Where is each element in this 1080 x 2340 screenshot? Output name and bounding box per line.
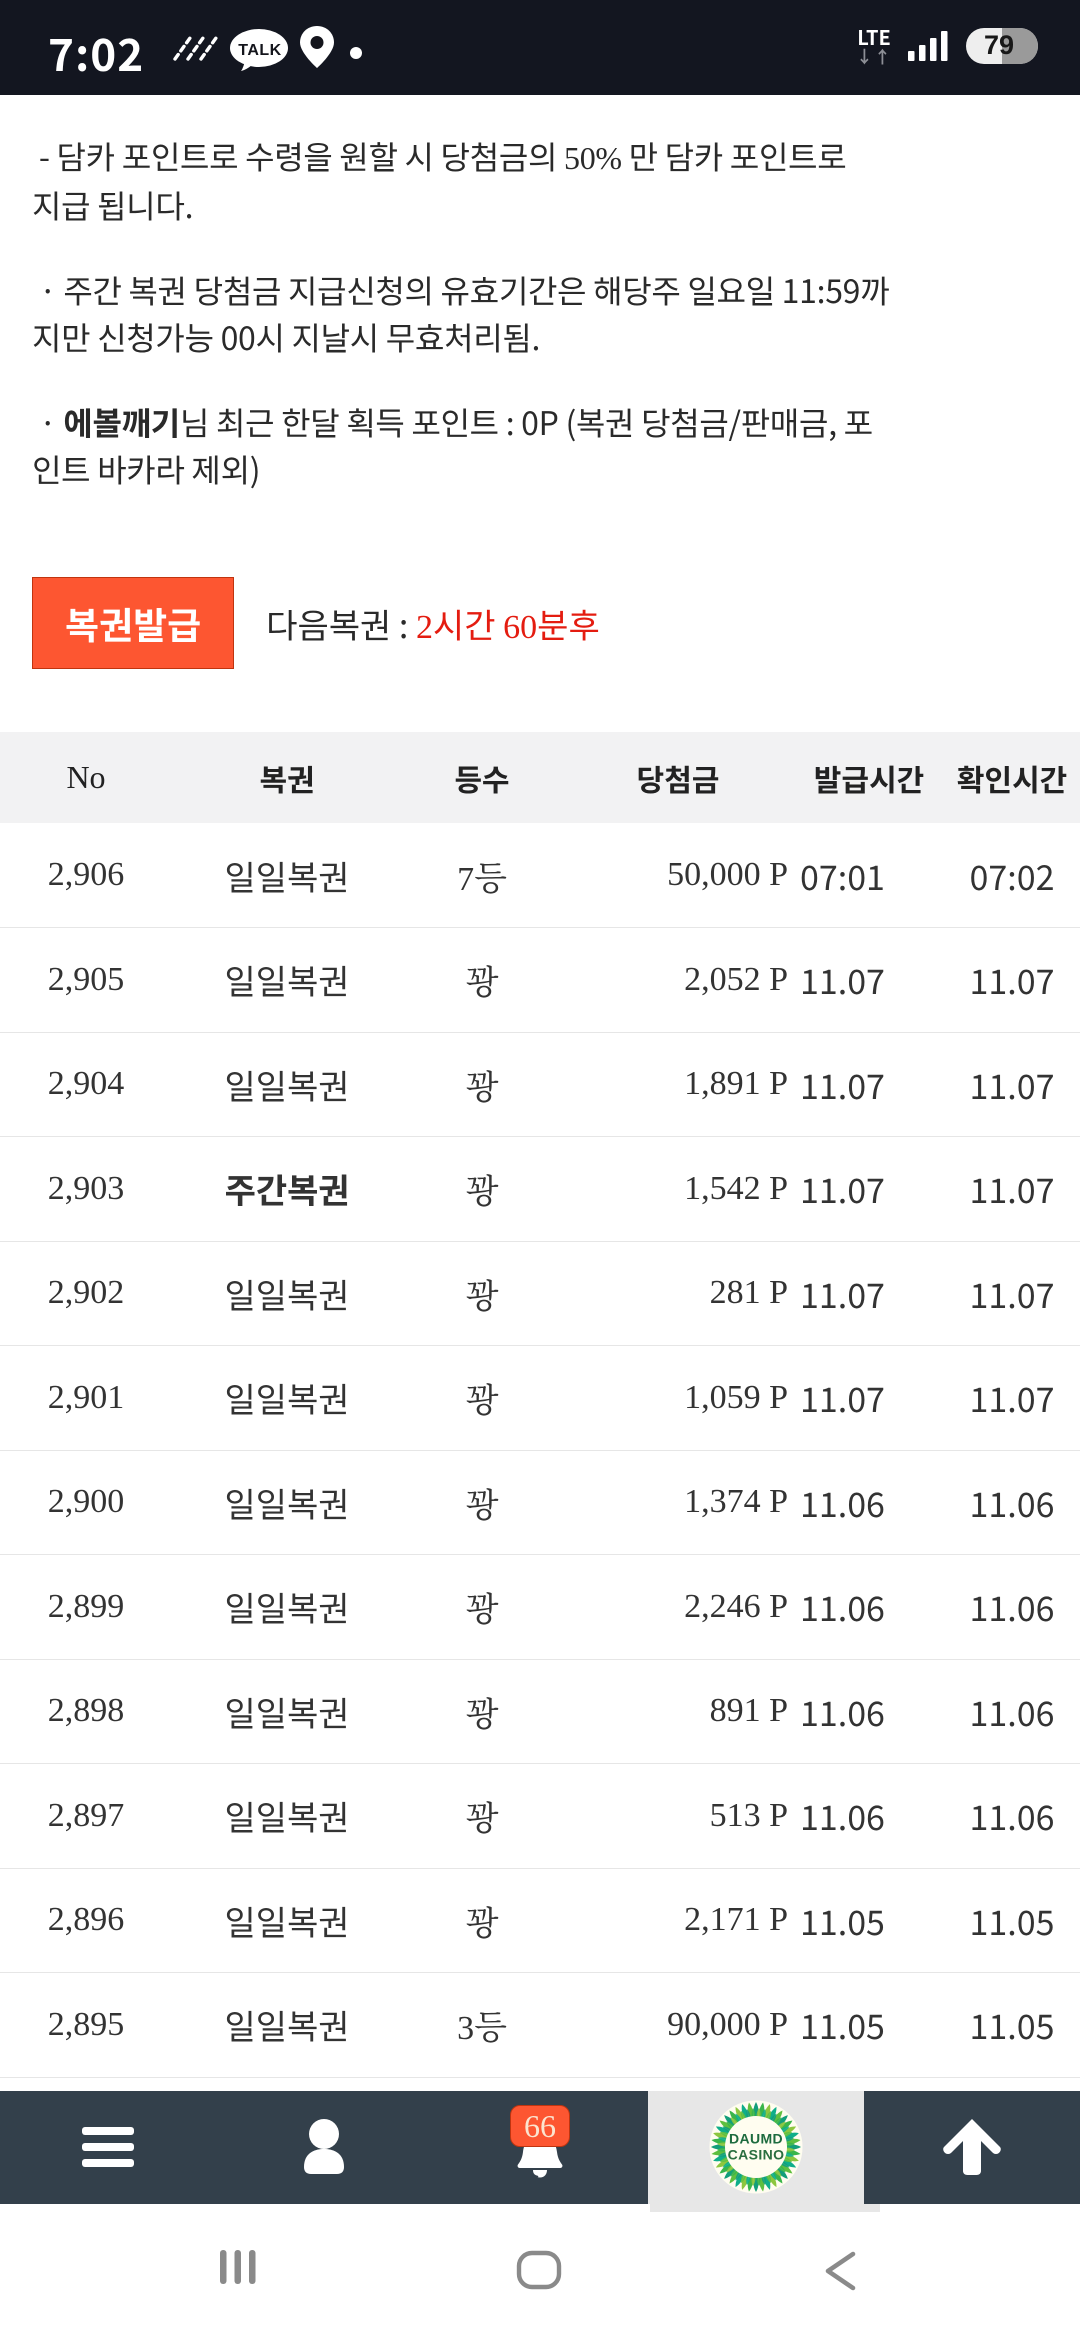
svg-text:TALK: TALK — [238, 42, 281, 59]
svg-text:CASINO: CASINO — [728, 2147, 785, 2163]
svg-text:79: 79 — [984, 30, 1014, 60]
svg-text:DAUMD: DAUMD — [729, 2130, 783, 2146]
